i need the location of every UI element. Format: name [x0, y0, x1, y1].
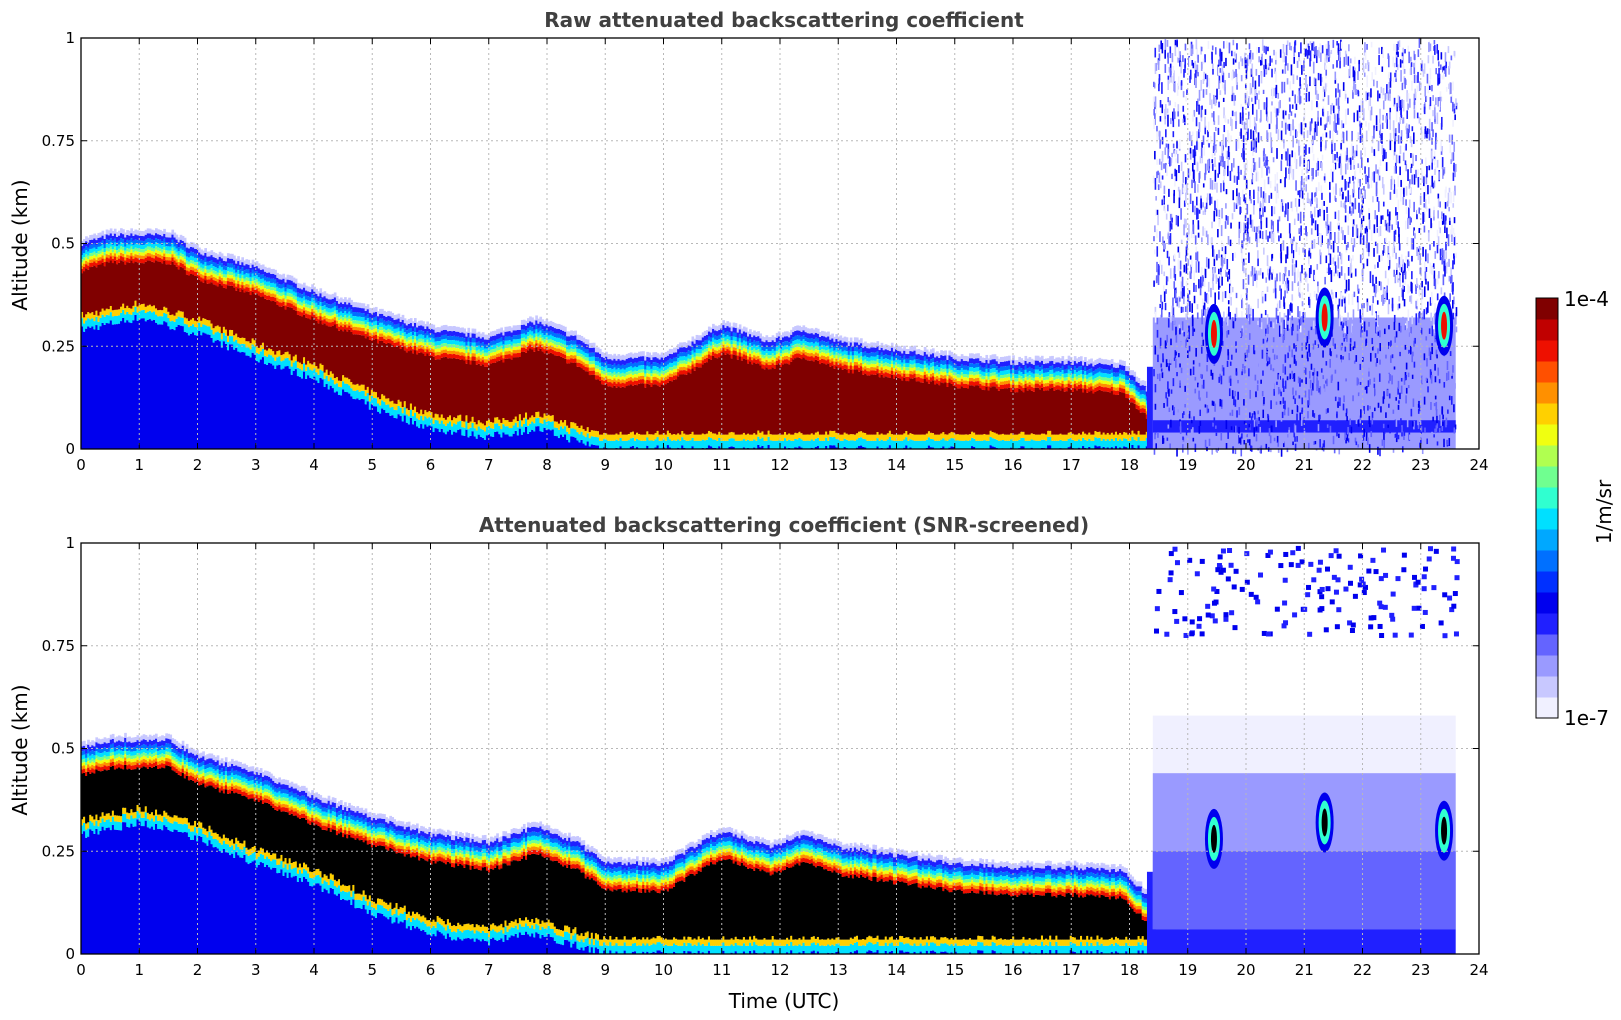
x-tick-label: 13 — [829, 456, 848, 474]
colorbar-swatch — [1536, 361, 1558, 383]
y-axis-label: Altitude (km) — [8, 179, 32, 310]
x-tick-label: 23 — [1411, 961, 1430, 979]
cloud-blob — [1316, 792, 1334, 852]
x-tick-label: 23 — [1411, 456, 1430, 474]
x-tick-label: 6 — [426, 961, 436, 979]
x-tick-label: 7 — [484, 456, 494, 474]
x-tick-label: 22 — [1353, 961, 1372, 979]
x-tick-label: 24 — [1469, 961, 1488, 979]
x-tick-label: 6 — [426, 456, 436, 474]
colorbar-swatch — [1536, 550, 1558, 572]
cloud-blob — [1205, 304, 1223, 364]
y-tick-label: 0.25 — [42, 842, 75, 860]
colorbar-swatch — [1536, 340, 1558, 362]
colorbar-swatch — [1536, 655, 1558, 677]
x-tick-label: 24 — [1469, 456, 1488, 474]
colorbar-swatch — [1536, 298, 1558, 320]
y-tick-label: 0.25 — [42, 337, 75, 355]
x-tick-label: 19 — [1178, 961, 1197, 979]
y-axis-label: Altitude (km) — [8, 684, 32, 815]
x-tick-label: 20 — [1236, 961, 1255, 979]
colorbar-swatch — [1536, 634, 1558, 656]
x-tick-label: 2 — [193, 961, 203, 979]
x-tick-label: 1 — [134, 961, 144, 979]
x-tick-label: 8 — [542, 961, 552, 979]
x-axis-label: Time (UTC) — [728, 989, 840, 1013]
x-tick-label: 17 — [1062, 961, 1081, 979]
x-tick-label: 19 — [1178, 456, 1197, 474]
y-tick-label: 0.5 — [51, 740, 75, 758]
x-tick-label: 21 — [1295, 456, 1314, 474]
colorbar-min-label: 1e-7 — [1564, 706, 1609, 730]
x-tick-label: 4 — [309, 961, 319, 979]
x-tick-label: 0 — [76, 961, 86, 979]
x-tick-label: 11 — [712, 961, 731, 979]
colorbar-unit-label: 1/m/sr — [1592, 479, 1616, 544]
figure: Raw attenuated backscattering coefficien… — [0, 0, 1621, 1020]
x-tick-label: 9 — [600, 456, 610, 474]
x-tick-label: 1 — [134, 456, 144, 474]
x-tick-label: 9 — [600, 961, 610, 979]
colorbar-swatch — [1536, 466, 1558, 488]
snr-screened-panel: Attenuated backscattering coefficient (S… — [8, 513, 1489, 1013]
x-tick-label: 0 — [76, 456, 86, 474]
x-tick-label: 4 — [309, 456, 319, 474]
x-tick-label: 2 — [193, 456, 203, 474]
x-tick-label: 17 — [1062, 456, 1081, 474]
cloud-blob — [1205, 809, 1223, 869]
colorbar-swatch — [1536, 445, 1558, 467]
x-tick-label: 3 — [251, 456, 261, 474]
y-tick-label: 1 — [65, 534, 75, 552]
x-tick-label: 22 — [1353, 456, 1372, 474]
y-tick-label: 0 — [65, 440, 75, 458]
x-tick-label: 14 — [887, 456, 906, 474]
colorbar-swatch — [1536, 508, 1558, 530]
x-tick-label: 8 — [542, 456, 552, 474]
x-tick-label: 18 — [1120, 456, 1139, 474]
x-tick-label: 10 — [654, 456, 673, 474]
colorbar-swatch — [1536, 592, 1558, 614]
y-tick-label: 1 — [65, 29, 75, 47]
panel-title: Attenuated backscattering coefficient (S… — [479, 513, 1089, 537]
colorbar-max-label: 1e-4 — [1564, 287, 1609, 311]
x-tick-label: 5 — [367, 456, 377, 474]
colorbar-swatch — [1536, 403, 1558, 425]
x-tick-label: 16 — [1003, 456, 1022, 474]
x-tick-label: 20 — [1236, 456, 1255, 474]
x-tick-label: 15 — [945, 961, 964, 979]
x-tick-label: 21 — [1295, 961, 1314, 979]
x-tick-label: 12 — [770, 961, 789, 979]
colorbar-swatch — [1536, 382, 1558, 404]
y-tick-label: 0.5 — [51, 235, 75, 253]
x-tick-label: 16 — [1003, 961, 1022, 979]
colorbar: 1e-4 1e-7 1/m/sr — [1536, 287, 1616, 730]
y-tick-label: 0.75 — [42, 132, 75, 150]
x-tick-label: 13 — [829, 961, 848, 979]
panel-title: Raw attenuated backscattering coefficien… — [544, 8, 1024, 32]
x-tick-label: 18 — [1120, 961, 1139, 979]
colorbar-swatch — [1536, 613, 1558, 635]
colorbar-swatch — [1536, 529, 1558, 551]
x-tick-label: 10 — [654, 961, 673, 979]
x-tick-label: 14 — [887, 961, 906, 979]
x-tick-label: 15 — [945, 456, 964, 474]
colorbar-swatch — [1536, 319, 1558, 341]
raw-backscatter-panel: Raw attenuated backscattering coefficien… — [8, 8, 1489, 474]
x-tick-label: 11 — [712, 456, 731, 474]
y-tick-label: 0 — [65, 945, 75, 963]
x-tick-label: 7 — [484, 961, 494, 979]
colorbar-swatch — [1536, 487, 1558, 509]
x-tick-label: 12 — [770, 456, 789, 474]
colorbar-swatch — [1536, 697, 1558, 719]
x-tick-label: 3 — [251, 961, 261, 979]
cloud-blob — [1316, 287, 1334, 347]
colorbar-swatch — [1536, 424, 1558, 446]
x-tick-label: 5 — [367, 961, 377, 979]
colorbar-swatch — [1536, 571, 1558, 593]
colorbar-swatch — [1536, 676, 1558, 698]
y-tick-label: 0.75 — [42, 637, 75, 655]
